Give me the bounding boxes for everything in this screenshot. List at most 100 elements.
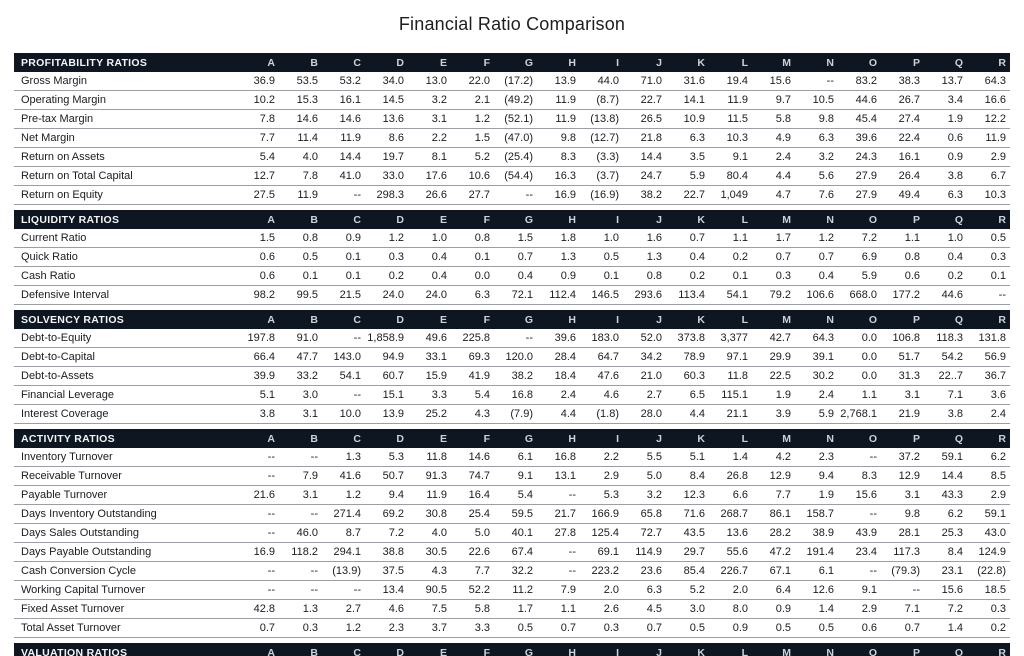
section-header-solvency-ratios: SOLVENCY RATIOS A B C D E F G H I J K L M N O P Q R [14, 310, 1010, 329]
table-row-net-margin: Net Margin 7.7 11.4 11.9 8.6 2.2 1.5 (47.0) 9.8 (… [14, 129, 1010, 148]
section-header-activity-ratios: ACTIVITY RATIOS A B C D E F G H I J K L M N O P Q R [14, 429, 1010, 448]
cell-o: 0.6 [861, 622, 877, 634]
cell-m: 6.4 [775, 584, 791, 596]
cell-p: 106.8 [892, 332, 920, 344]
cell-o: 668.0 [849, 289, 877, 301]
cell-g: 40.1 [511, 527, 533, 539]
cell-d: 37.5 [382, 565, 404, 577]
column-header-n: N [826, 213, 834, 226]
cell-o: -- [869, 565, 877, 577]
cell-m: 29.9 [769, 351, 791, 363]
cell-d: 8.6 [388, 132, 404, 144]
cell-j: 114.9 [635, 546, 662, 558]
table-row-days-payable-outstanding: Days Payable Outstanding 16.9 118.2 294.1 38… [14, 543, 1010, 562]
table-row-cash-ratio: Cash Ratio 0.6 0.1 0.1 0.2 0.4 0.0 0.4 0.9 0.1 0.8… [14, 267, 1010, 286]
cell-r: 2.9 [990, 489, 1006, 501]
cell-l: 8.0 [732, 603, 748, 615]
table-row-receivable-turnover: Receivable Turnover -- 7.9 41.6 50.7 91.3 74.7… [14, 467, 1010, 486]
cell-b: 3.1 [302, 408, 318, 420]
cell-b: 1.3 [302, 603, 318, 615]
cell-i: 2.9 [603, 470, 619, 482]
cell-m: 47.2 [769, 546, 791, 558]
cell-r: 0.3 [990, 603, 1006, 615]
cell-i: 69.1 [597, 546, 619, 558]
cell-h: 11.9 [555, 94, 576, 106]
cell-o: -- [869, 508, 877, 520]
cell-d: 15.1 [382, 389, 404, 401]
cell-c: (13.9) [332, 565, 361, 577]
cell-o: 2.9 [861, 603, 877, 615]
cell-p: 0.7 [904, 622, 920, 634]
column-header-p: P [912, 56, 920, 69]
column-header-i: I [616, 646, 619, 656]
cell-r: -- [998, 289, 1006, 301]
cell-k: 10.9 [683, 113, 705, 125]
cell-b: 11.9 [297, 189, 318, 201]
cell-i: 0.1 [603, 270, 619, 282]
cell-r: 6.7 [990, 170, 1006, 182]
cell-n: 5.9 [818, 408, 834, 420]
row-label: Pre-tax Margin [21, 113, 94, 125]
cell-q: 13.7 [941, 75, 963, 87]
cell-i: 1.0 [603, 232, 619, 244]
cell-q: 0.4 [947, 251, 963, 263]
column-header-p: P [912, 213, 920, 226]
cell-c: 0.9 [345, 232, 361, 244]
cell-d: 33.0 [382, 170, 404, 182]
cell-j: 38.2 [640, 189, 662, 201]
cell-l: 226.7 [720, 565, 748, 577]
cell-p: 28.1 [898, 527, 920, 539]
cell-i: 0.5 [603, 251, 619, 263]
cell-f: 10.6 [468, 170, 490, 182]
cell-n: 12.6 [812, 584, 834, 596]
ratio-table: PROFITABILITY RATIOS A B C D E F G H I J K L M N O P Q R Gr… [14, 53, 1010, 656]
cell-m: 0.5 [775, 622, 791, 634]
cell-o: 7.2 [861, 232, 877, 244]
column-header-g: G [524, 213, 533, 226]
cell-a: -- [267, 508, 275, 520]
cell-i: (8.7) [596, 94, 619, 106]
cell-r: 12.2 [984, 113, 1006, 125]
cell-j: 3.2 [646, 489, 662, 501]
cell-g: (54.4) [504, 170, 533, 182]
cell-q: 6.3 [947, 189, 963, 201]
cell-h: 28.4 [554, 351, 576, 363]
cell-c: 271.4 [333, 508, 361, 520]
cell-o: 24.3 [855, 151, 877, 163]
cell-k: 3.5 [689, 151, 705, 163]
cell-l: 13.6 [726, 527, 748, 539]
cell-n: 191.4 [806, 546, 834, 558]
cell-j: 52.0 [640, 332, 662, 344]
cell-c: 2.7 [345, 603, 361, 615]
cell-h: 39.6 [554, 332, 576, 344]
row-label: Receivable Turnover [21, 470, 122, 482]
cell-j: 4.5 [646, 603, 662, 615]
cell-i: 223.2 [591, 565, 619, 577]
cell-b: -- [310, 584, 318, 596]
cell-e: 49.6 [425, 332, 447, 344]
column-header-k: K [697, 646, 705, 656]
cell-n: 39.1 [812, 351, 834, 363]
cell-n: 30.2 [812, 370, 834, 382]
cell-b: 53.5 [296, 75, 318, 87]
cell-f: 0.8 [474, 232, 490, 244]
cell-l: 3,377 [720, 332, 748, 344]
column-header-a: A [267, 213, 275, 226]
cell-j: 6.3 [646, 584, 662, 596]
cell-i: (1.8) [596, 408, 619, 420]
cell-n: 1.2 [818, 232, 834, 244]
cell-c: 14.6 [339, 113, 361, 125]
row-label: Gross Margin [21, 75, 88, 87]
cell-l: 0.1 [732, 270, 748, 282]
cell-o: 44.6 [855, 94, 877, 106]
cell-g: 67.4 [511, 546, 533, 558]
cell-k: 78.9 [683, 351, 705, 363]
cell-h: 8.3 [560, 151, 576, 163]
cell-d: 4.6 [388, 603, 404, 615]
cell-f: 41.9 [468, 370, 490, 382]
cell-g: 1.7 [517, 603, 533, 615]
table-row-inventory-turnover: Inventory Turnover -- -- 1.3 5.3 11.8 14.6 6.1 1… [14, 448, 1010, 467]
cell-p: 3.1 [904, 389, 920, 401]
section-title: PROFITABILITY RATIOS [21, 56, 148, 69]
column-header-m: M [782, 213, 791, 226]
